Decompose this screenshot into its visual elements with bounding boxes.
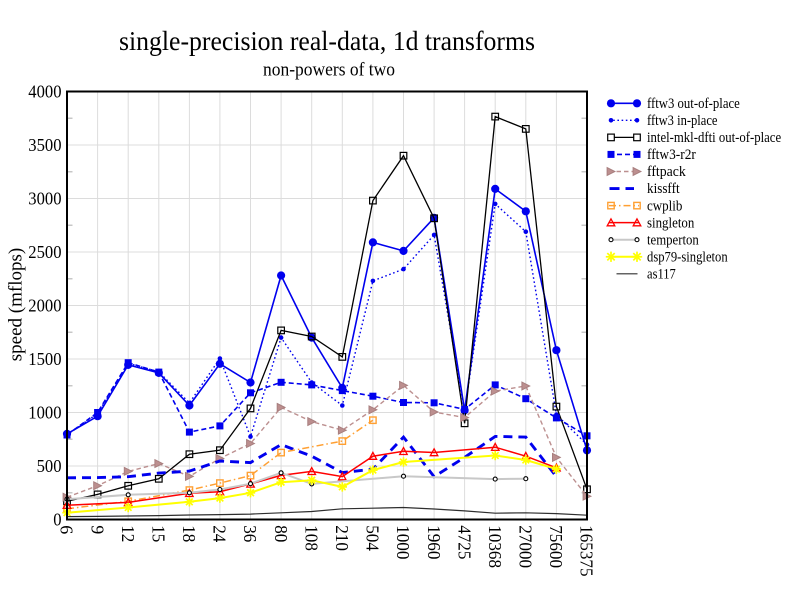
svg-text:1000: 1000 (28, 403, 61, 423)
svg-text:speed (mflops): speed (mflops) (6, 248, 27, 361)
svg-text:500: 500 (37, 456, 62, 476)
svg-text:27000: 27000 (516, 525, 536, 568)
svg-text:fftpack: fftpack (647, 164, 686, 180)
svg-text:3000: 3000 (28, 189, 61, 209)
svg-text:kissfft: kissfft (647, 181, 680, 197)
svg-text:6: 6 (57, 525, 77, 534)
svg-text:2500: 2500 (28, 242, 61, 262)
svg-text:24: 24 (210, 525, 230, 542)
svg-text:108: 108 (301, 525, 321, 551)
svg-text:fftw3 out-of-place: fftw3 out-of-place (647, 96, 740, 112)
svg-text:2000: 2000 (28, 296, 61, 316)
svg-text:1500: 1500 (28, 349, 61, 369)
svg-text:75600: 75600 (546, 525, 566, 568)
svg-text:as117: as117 (647, 267, 676, 283)
svg-text:0: 0 (53, 510, 61, 530)
svg-text:18: 18 (179, 525, 199, 542)
svg-text:1960: 1960 (424, 525, 444, 559)
svg-text:36: 36 (240, 525, 260, 542)
svg-text:12: 12 (118, 525, 138, 542)
svg-text:9: 9 (87, 525, 107, 534)
svg-text:fftw3-r2r: fftw3-r2r (647, 147, 696, 163)
svg-text:4000: 4000 (28, 82, 61, 102)
svg-text:4725: 4725 (454, 525, 474, 559)
svg-text:dsp79-singleton: dsp79-singleton (647, 249, 728, 265)
svg-text:cwplib: cwplib (647, 198, 682, 214)
svg-text:intel-mkl-dfti out-of-place: intel-mkl-dfti out-of-place (647, 130, 781, 146)
svg-text:3500: 3500 (28, 135, 61, 155)
svg-text:temperton: temperton (647, 232, 699, 248)
svg-text:210: 210 (332, 525, 352, 551)
svg-text:10368: 10368 (485, 525, 505, 568)
svg-text:fftw3 in-place: fftw3 in-place (647, 113, 718, 129)
svg-text:15: 15 (149, 525, 169, 542)
svg-text:1000: 1000 (393, 525, 413, 559)
svg-text:80: 80 (271, 525, 291, 542)
svg-text:non-powers of two: non-powers of two (263, 61, 395, 81)
svg-text:165375: 165375 (577, 525, 597, 576)
svg-text:singleton: singleton (647, 215, 695, 231)
svg-text:single-precision real-data, 1d: single-precision real-data, 1d transform… (119, 26, 535, 56)
svg-text:504: 504 (363, 525, 383, 551)
